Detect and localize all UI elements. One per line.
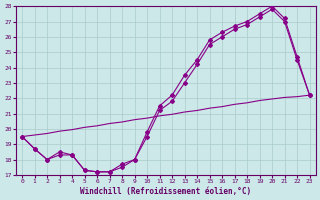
X-axis label: Windchill (Refroidissement éolien,°C): Windchill (Refroidissement éolien,°C) (80, 187, 252, 196)
